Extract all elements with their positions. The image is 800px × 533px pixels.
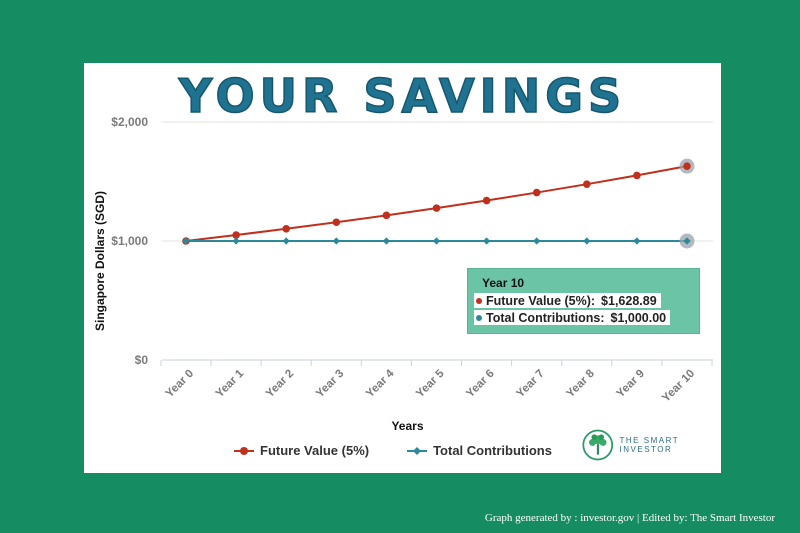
data-point [583, 180, 591, 188]
legend-item-future-value[interactable]: Future Value (5%) [234, 443, 369, 458]
chart-card: YOUR SAVINGS $0 $1,000 $2,000 Year 0 Year 1 Y… [84, 63, 721, 473]
x-tick-label: Year 9 [615, 368, 647, 400]
data-point [432, 204, 441, 212]
x-axis-title: Years [391, 419, 423, 433]
data-point [583, 237, 591, 245]
x-tick-label: Year 10 [660, 368, 697, 405]
data-point [332, 218, 341, 227]
data-point [382, 237, 390, 245]
total-contributions-dot-icon [476, 314, 482, 321]
tooltip-value: $1,628.89 [601, 293, 657, 308]
x-tick-label: Year 8 [564, 367, 597, 400]
legend: Future Value (5%) Total Contributions [234, 443, 552, 458]
page-title: YOUR SAVINGS [178, 68, 627, 124]
circle-marker-icon [234, 446, 254, 455]
brand-logo: THE SMART INVESTOR [582, 427, 721, 463]
data-point [232, 231, 240, 239]
tree-icon [582, 429, 614, 461]
y-tick-label: $0 [135, 353, 149, 367]
data-point [182, 237, 190, 245]
x-tick-label: Year 1 [214, 367, 247, 400]
tooltip-header: Year 10 [482, 276, 525, 290]
data-point [533, 237, 541, 245]
tooltip-label: Total Contributions: [486, 310, 605, 325]
data-point [332, 237, 340, 245]
data-point [633, 237, 641, 245]
x-tick-label: Year 5 [414, 367, 447, 400]
data-point [382, 211, 391, 220]
tooltip-label: Future Value (5%): [486, 293, 596, 308]
y-tick-label: $1,000 [111, 234, 148, 248]
legend-label: Total Contributions [433, 443, 552, 458]
tooltip-row-total-contributions: Total Contributions: $1,000.00 [474, 310, 671, 325]
y-axis-title: Singapore Dollars (SGD) [93, 191, 107, 331]
data-point [683, 162, 691, 170]
data-point [282, 237, 290, 245]
diamond-marker-icon [407, 446, 428, 455]
x-tick-label: Year 7 [514, 368, 546, 400]
data-point [432, 237, 441, 245]
x-tick-label: Year 0 [164, 368, 196, 400]
data-point [282, 225, 290, 233]
data-point [633, 171, 641, 180]
legend-item-total-contributions[interactable]: Total Contributions [407, 443, 552, 458]
legend-label: Future Value (5%) [260, 443, 370, 458]
data-point [232, 237, 240, 245]
x-tick-label: Year 3 [314, 368, 346, 400]
series-line [185, 165, 688, 242]
data-point [532, 188, 541, 197]
tooltip: Year 10 Future Value (5%): $1,628.89 Tot… [467, 268, 700, 334]
y-tick-label: $2,000 [111, 115, 148, 129]
data-point [483, 237, 491, 245]
x-tick-label: Year 2 [264, 368, 296, 400]
data-point [482, 196, 491, 205]
credit-text: Graph generated by : investor.gov | Edit… [484, 512, 775, 524]
line-chart: $0 $1,000 $2,000 Year 0 Year 1 Year 2 Year 3 Ye… [93, 115, 713, 433]
future-value-dot-icon [476, 297, 482, 304]
x-tick-label: Year 4 [364, 367, 397, 400]
logo-text: THE SMART INVESTOR [619, 436, 679, 454]
tooltip-row-future-value: Future Value (5%): $1,628.89 [474, 293, 661, 308]
tooltip-value: $1,000.00 [610, 310, 667, 325]
data-point [683, 237, 691, 245]
x-tick-label: Year 6 [464, 368, 496, 400]
